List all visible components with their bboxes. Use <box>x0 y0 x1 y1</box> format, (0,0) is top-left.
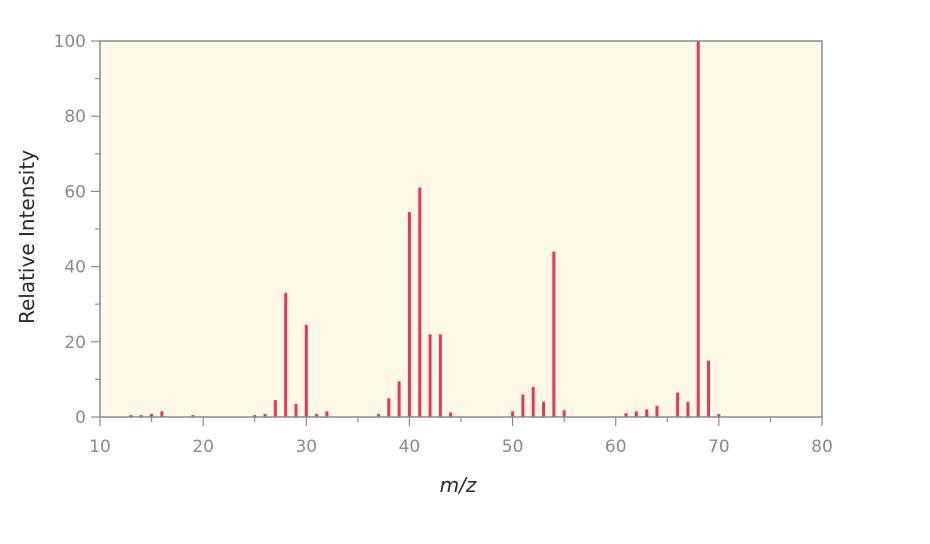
spectrum-bar <box>511 411 515 417</box>
spectrum-bar <box>676 392 680 417</box>
x-tick-label: 70 <box>708 437 730 457</box>
y-tick-label: 40 <box>64 258 86 278</box>
x-axis-ticks: 10 20 30 40 50 60 70 80 <box>89 417 833 457</box>
plot-frame <box>99 40 823 418</box>
spectrum-bar <box>160 411 164 417</box>
spectrum-bar <box>449 412 453 417</box>
spectrum-bar <box>284 292 288 417</box>
x-tick-label: 50 <box>502 437 524 457</box>
spectrum-bar <box>129 415 133 417</box>
spectrum-bar <box>397 381 401 417</box>
plot-area <box>100 41 822 417</box>
spectrum-bar <box>624 413 628 417</box>
x-tick-label: 80 <box>811 437 833 457</box>
x-tick-label: 40 <box>399 437 421 457</box>
x-tick-label: 10 <box>89 437 111 457</box>
spectrum-bar <box>407 212 411 417</box>
x-tick-label: 30 <box>295 437 317 457</box>
spectrum-bar <box>139 415 143 417</box>
spectrum-bar <box>634 411 638 417</box>
spectrum-bar <box>263 413 267 417</box>
spectrum-bar <box>717 413 721 417</box>
spectrum-bar <box>428 334 432 417</box>
y-tick-label: 80 <box>64 107 86 127</box>
spectrum-bar <box>531 386 535 417</box>
y-axis-ticks: 0 20 40 60 80 100 <box>54 32 100 428</box>
spectrum-bar <box>325 411 329 417</box>
spectrum-bar <box>315 413 319 417</box>
spectrum-bar <box>387 398 391 417</box>
y-tick-label: 100 <box>54 32 86 52</box>
spectrum-bar <box>696 41 700 417</box>
spectrum-bar <box>418 187 422 417</box>
spectrum-bar <box>645 409 649 417</box>
spectrum-bar <box>253 415 257 417</box>
spectrum-bar <box>376 413 380 417</box>
spectrum-bar <box>686 401 690 417</box>
x-axis-title: m/z <box>440 473 477 497</box>
spectrum-bar <box>655 405 659 417</box>
y-tick-label: 20 <box>64 333 86 353</box>
bar-series <box>129 41 721 417</box>
spectrum-bar <box>542 401 546 417</box>
spectrum-bar <box>552 251 556 417</box>
x-tick-label: 20 <box>192 437 214 457</box>
spectrum-bar <box>273 400 277 417</box>
spectrum-bar <box>707 360 711 417</box>
spectrum-bar <box>438 334 442 417</box>
y-tick-label: 0 <box>75 408 86 428</box>
spectrum-bar <box>191 415 195 417</box>
spectrum-bar <box>150 413 154 417</box>
spectrum-bar <box>294 403 298 417</box>
y-axis-title: Relative Intensity <box>15 150 39 324</box>
spectrum-bar <box>521 394 525 417</box>
x-tick-label: 60 <box>605 437 627 457</box>
y-tick-label: 60 <box>64 182 86 202</box>
spectrum-bar <box>304 324 308 417</box>
spectrum-bar <box>562 410 566 417</box>
